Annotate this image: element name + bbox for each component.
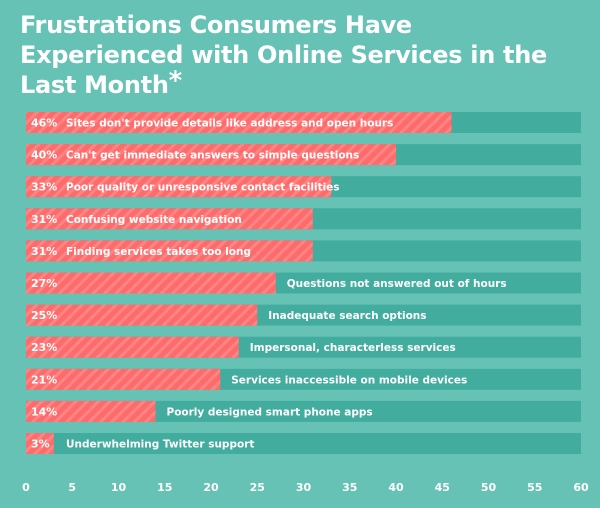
bar-row: 14% Poorly designed smart phone apps — [26, 400, 581, 422]
x-tick-label: 5 — [68, 481, 76, 494]
bar — [26, 368, 221, 390]
bar — [26, 272, 276, 294]
bar — [26, 304, 258, 326]
category-label: Inadequate search options — [268, 310, 426, 322]
x-tick-label: 10 — [111, 481, 127, 494]
category-label: Services inaccessible on mobile devices — [231, 374, 467, 386]
bar — [26, 176, 332, 198]
value-label: 33% — [31, 181, 57, 194]
bar-track — [26, 433, 581, 454]
bar — [26, 144, 396, 166]
bar-row: 31% Confusing website navigation — [26, 208, 581, 230]
bar — [26, 400, 156, 422]
title-asterisk: * — [168, 66, 183, 96]
x-tick-label: 55 — [527, 481, 542, 494]
x-tick-label: 35 — [342, 481, 357, 494]
bar-row: 21% Services inaccessible on mobile devic… — [26, 368, 581, 390]
x-tick-label: 15 — [157, 481, 172, 494]
category-label: Poor quality or unresponsive contact fac… — [66, 182, 340, 194]
value-label: 23% — [31, 341, 57, 354]
category-label: Underwhelming Twitter support — [66, 439, 254, 451]
value-label: 40% — [31, 149, 57, 162]
bar — [26, 240, 313, 262]
category-label: Can't get immediate answers to simple qu… — [66, 150, 359, 162]
x-tick-label: 45 — [435, 481, 450, 494]
bar — [26, 208, 313, 230]
value-label: 14% — [31, 405, 57, 418]
value-label: 25% — [31, 309, 57, 322]
bar-row: 23% Impersonal, characterless services — [26, 336, 581, 358]
x-axis-ticks: 0 5 10 15 20 25 30 35 40 45 50 55 60 — [22, 481, 589, 494]
x-tick-label: 50 — [481, 481, 497, 494]
category-label: Impersonal, characterless services — [250, 342, 456, 354]
x-tick-label: 20 — [203, 481, 219, 494]
bars-group: 46% Sites don't provide details like addr… — [26, 112, 581, 454]
x-tick-label: 60 — [573, 481, 589, 494]
bar — [26, 433, 54, 454]
bar-track — [26, 400, 581, 422]
value-label: 21% — [31, 373, 57, 386]
bar-row: 40% Can't get immediate answers to simple… — [26, 144, 581, 166]
value-label: 31% — [31, 213, 57, 226]
value-label: 27% — [31, 277, 57, 290]
chart-title: Frustrations Consumers Have Experienced … — [20, 10, 580, 100]
bar-row: 31% Finding services takes too long — [26, 240, 581, 262]
category-label: Poorly designed smart phone apps — [167, 406, 373, 418]
x-tick-label: 30 — [296, 481, 312, 494]
bar-row: 27% Questions not answered out of hours — [26, 272, 581, 294]
chart-title-text: Frustrations Consumers Have Experienced … — [20, 11, 547, 99]
category-label: Confusing website navigation — [66, 214, 242, 226]
bar-row: 3% Underwhelming Twitter support — [26, 433, 581, 454]
category-label: Finding services takes too long — [66, 246, 251, 258]
bar-row: 25% Inadequate search options — [26, 304, 581, 326]
bar-row: 46% Sites don't provide details like addr… — [26, 112, 581, 133]
category-label: Questions not answered out of hours — [287, 278, 507, 290]
x-tick-label: 25 — [250, 481, 265, 494]
x-tick-label: 40 — [388, 481, 404, 494]
value-label: 46% — [31, 117, 57, 130]
bar-row: 33% Poor quality or unresponsive contact … — [26, 176, 581, 198]
value-label: 3% — [31, 438, 50, 451]
bar — [26, 336, 239, 358]
value-label: 31% — [31, 245, 57, 258]
category-label: Sites don't provide details like address… — [66, 118, 393, 130]
bar — [26, 112, 452, 133]
x-tick-label: 0 — [22, 481, 30, 494]
